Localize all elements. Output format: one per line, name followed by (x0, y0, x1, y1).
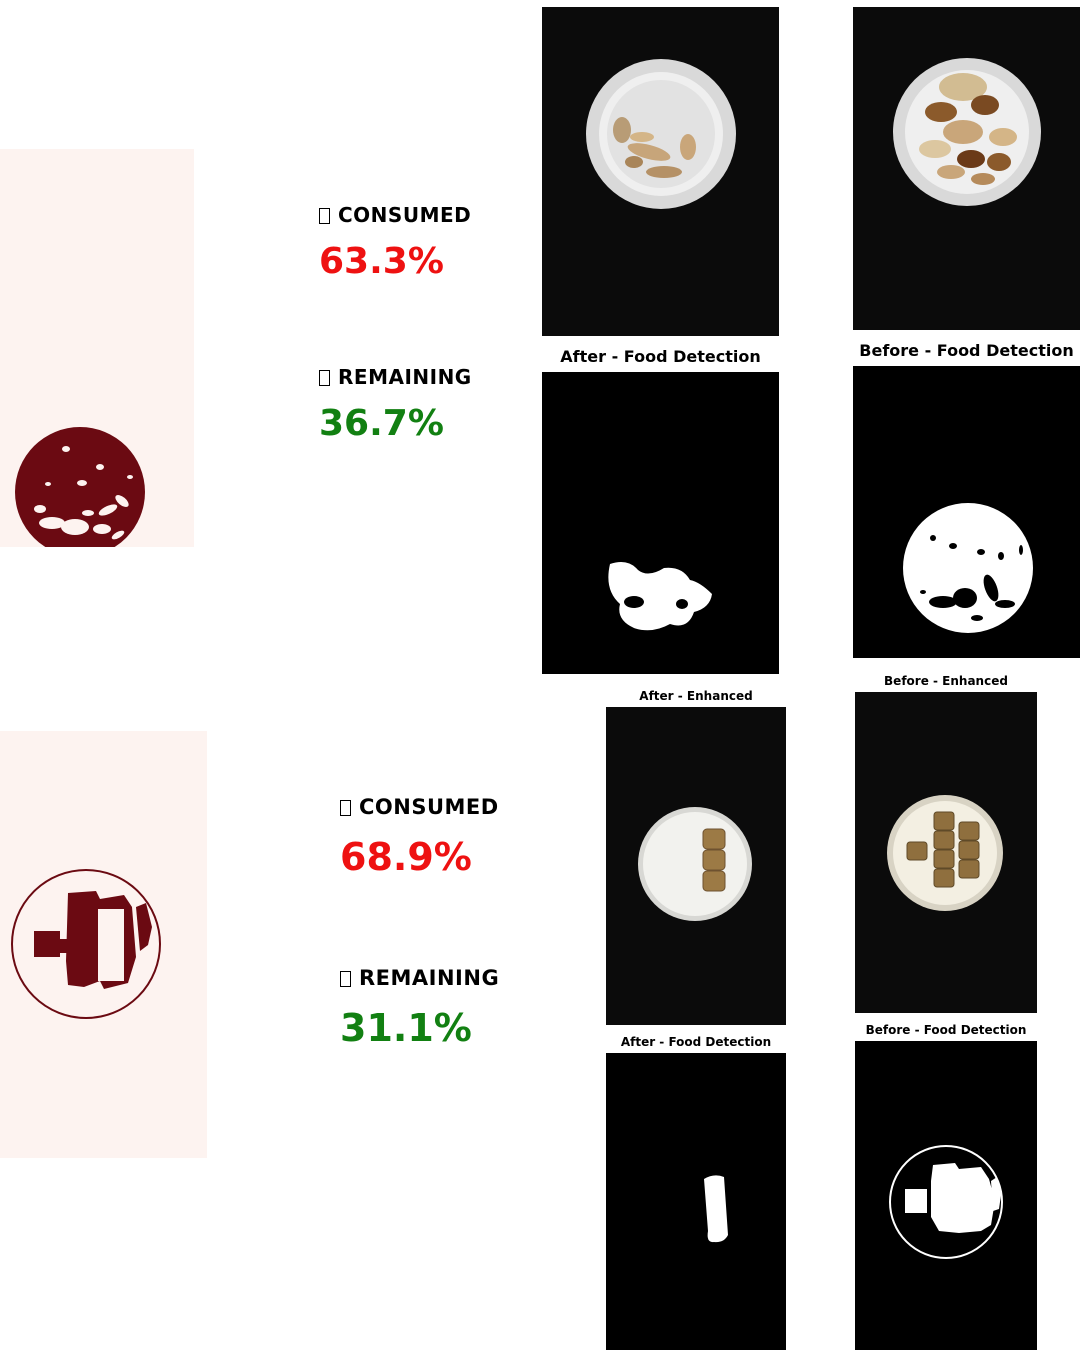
box-icon (340, 800, 351, 816)
consumed-mask-image-1 (15, 427, 145, 547)
before-bowl-image-1 (893, 58, 1041, 206)
before-enhanced-plate-image-2 (887, 795, 1003, 911)
consumed-value-2: 68.9% (340, 835, 472, 879)
before-detection-mask-2 (855, 1041, 1037, 1350)
after-detection-title-2: After - Food Detection (620, 1035, 772, 1049)
box-icon (340, 971, 351, 987)
after-detection-mask-image-2 (704, 1175, 728, 1243)
after-detection-mask-1 (542, 372, 779, 674)
after-detection-mask-image-1 (608, 562, 712, 631)
consumed-mask-panel-2 (0, 731, 207, 1158)
before-detection-mask-image-2 (889, 1145, 1003, 1259)
consumed-label-1: CONSUMED (338, 203, 472, 227)
after-detection-title-1: After - Food Detection (560, 347, 761, 366)
consumed-stat-2: CONSUMED 68.9% (340, 795, 499, 879)
before-detection-title-1: Before - Food Detection (859, 341, 1074, 360)
after-bowl-image-1 (586, 59, 736, 209)
before-enhanced-title-2: Before - Enhanced (884, 674, 1008, 688)
after-enhanced-photo-2 (606, 707, 786, 1025)
consumed-heading-2: CONSUMED (340, 795, 499, 819)
consumed-stat-1: CONSUMED 63.3% (319, 203, 471, 282)
before-detection-mask-1 (853, 366, 1080, 658)
consumed-label-2: CONSUMED (359, 795, 499, 819)
remaining-label-1: REMAINING (338, 365, 472, 389)
after-photo-1 (542, 7, 779, 336)
consumed-mask-panel-1 (0, 149, 194, 547)
before-photo-1 (853, 7, 1080, 330)
before-detection-title-2: Before - Food Detection (865, 1023, 1027, 1037)
after-enhanced-title-2: After - Enhanced (639, 689, 753, 703)
box-icon (319, 370, 330, 386)
consumed-mask-image-2 (11, 869, 161, 1019)
remaining-value-2: 31.1% (340, 1006, 472, 1050)
after-enhanced-plate-image-2 (638, 807, 752, 921)
before-enhanced-photo-2 (855, 692, 1037, 1013)
remaining-heading-1: REMAINING (319, 365, 472, 389)
after-detection-mask-2 (606, 1053, 786, 1350)
remaining-label-2: REMAINING (359, 966, 500, 990)
remaining-stat-2: REMAINING 31.1% (340, 966, 499, 1050)
box-icon (319, 208, 330, 224)
consumed-heading-1: CONSUMED (319, 203, 471, 227)
consumed-value-1: 63.3% (319, 241, 444, 282)
remaining-stat-1: REMAINING 36.7% (319, 365, 472, 444)
remaining-heading-2: REMAINING (340, 966, 499, 990)
remaining-value-1: 36.7% (319, 403, 444, 444)
before-detection-mask-image-1 (903, 503, 1033, 633)
